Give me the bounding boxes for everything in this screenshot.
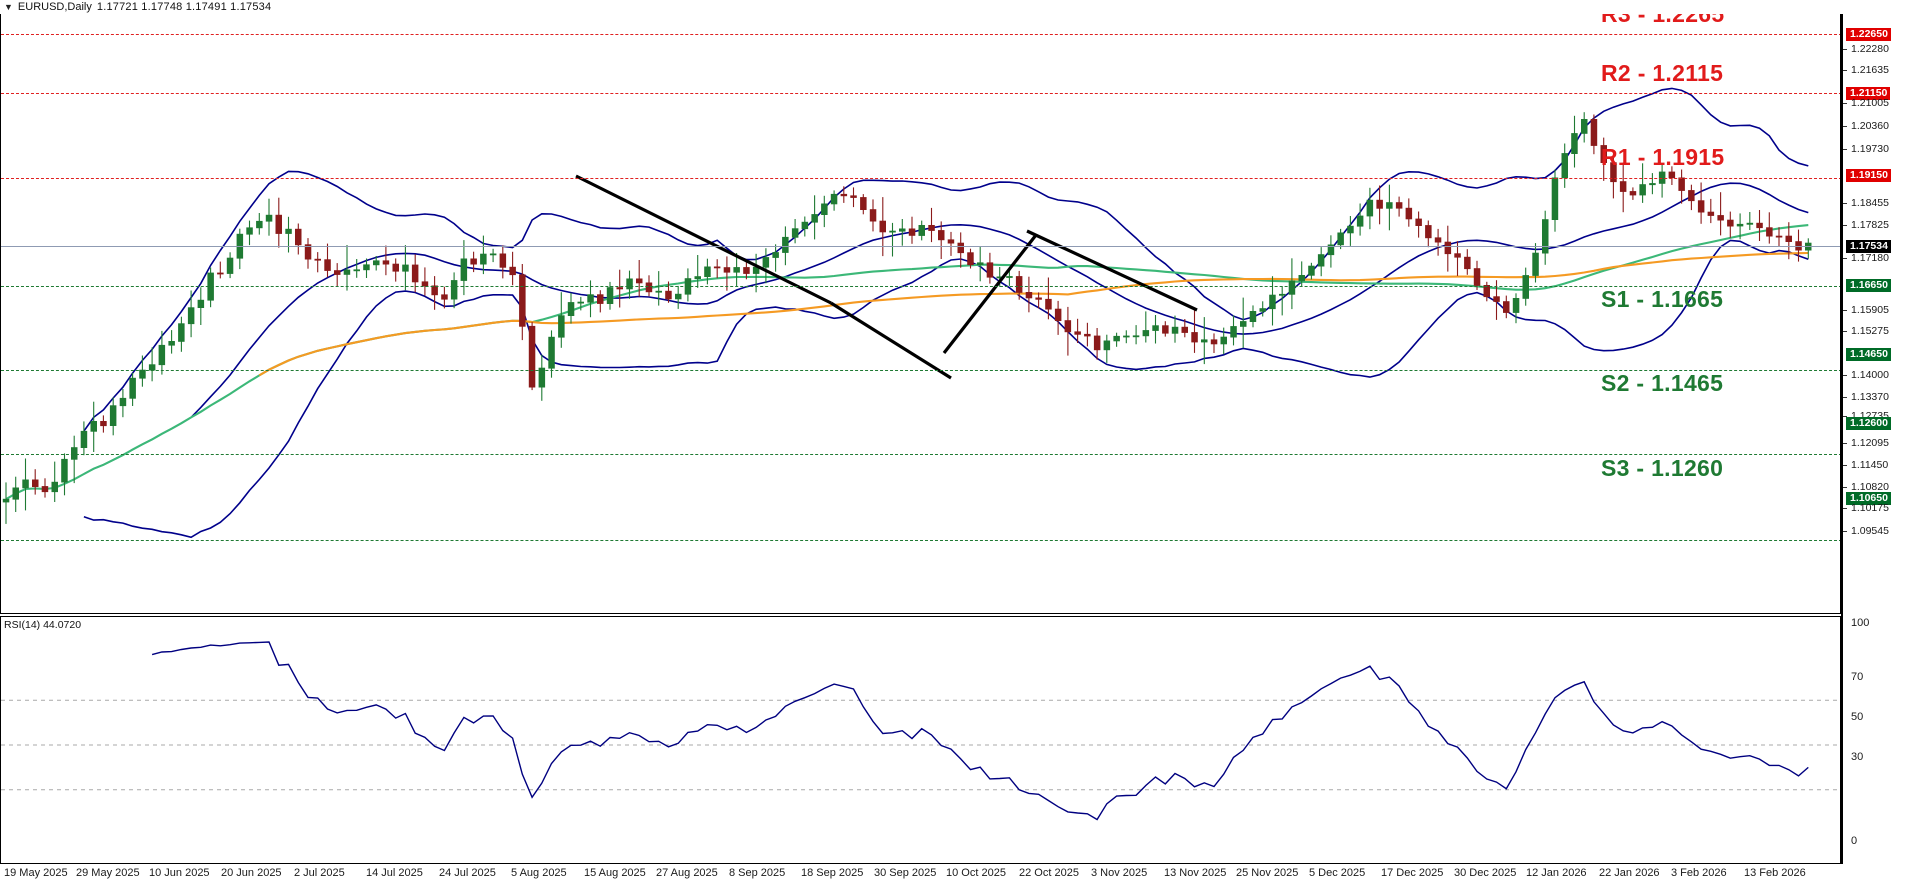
price-tick-1-18455: 1.18455 [1842,198,1889,209]
level-line-r3 [1,34,1840,35]
price-tick-1-17180: 1.17180 [1842,253,1889,264]
date-label: 18 Sep 2025 [801,867,864,879]
price-tick-1-10175: 1.10175 [1842,503,1889,514]
price-tick-1-22280: 1.22280 [1842,44,1889,55]
date-label: 24 Jul 2025 [439,867,496,879]
price-tick-1-20360: 1.20360 [1842,121,1889,132]
price-tick-1-12095: 1.12095 [1842,438,1889,449]
annotation-r2: R2 - 1.2115 [1601,60,1724,86]
date-label: 25 Nov 2025 [1236,867,1299,879]
rsi-chart-pane[interactable] [0,616,1841,864]
price-tick-1-22650: 1.22650 [1846,28,1891,41]
rsi-tick-70: 70 [1851,671,1864,683]
level-line-r2 [1,93,1840,94]
level-line-r1 [1,178,1840,179]
date-axis[interactable]: 19 May 2025 29 May 2025 10 Jun 2025 20 Jun … [0,864,1916,888]
date-label: 19 May 2025 [4,867,68,879]
date-label: 12 Jan 2026 [1526,867,1587,879]
symbol-name: EURUSD,Daily [17,1,92,13]
date-label: 5 Dec 2025 [1309,867,1366,879]
symbol-header: ▼ EURUSD,Daily 1.17721 1.17748 1.17491 1… [0,0,1916,14]
price-tick-1-12600: 1.12600 [1846,417,1891,430]
rsi-tick-50: 50 [1851,711,1864,723]
date-label: 22 Jan 2026 [1599,867,1660,879]
date-label: 13 Nov 2025 [1164,867,1227,879]
price-tick-1-14650: 1.14650 [1846,348,1891,361]
date-label: 30 Sep 2025 [874,867,937,879]
price-tick-1-14000: 1.14000 [1842,370,1889,381]
symbol-ohlc-values: 1.17721 1.17748 1.17491 1.17534 [96,1,272,13]
annotation-s3: S3 - 1.1260 [1601,455,1724,481]
date-label: 5 Aug 2025 [511,867,567,879]
date-label: 20 Jun 2025 [221,867,282,879]
price-scale[interactable]: 1.229101.226501.222801.216351.211501.210… [1841,2,1916,864]
price-tick-1-15905: 1.15905 [1842,305,1889,316]
price-tick-1-10650: 1.10650 [1846,492,1891,505]
date-label: 10 Jun 2025 [149,867,210,879]
date-label: 17 Dec 2025 [1381,867,1444,879]
price-tick-1-19730: 1.19730 [1842,144,1889,155]
rsi-tick-0: 0 [1851,835,1858,847]
level-line-extra [1,540,1840,541]
rsi-tick-100: 100 [1851,617,1870,629]
price-tick-1-11450: 1.11450 [1842,460,1888,471]
date-label: 14 Jul 2025 [366,867,423,879]
price-scale-divider [1842,2,1843,864]
price-tick-1-10820: 1.10820 [1842,482,1889,493]
price-tick-1-15275: 1.15275 [1842,326,1889,337]
date-label: 15 Aug 2025 [584,867,646,879]
price-tick-1-17534: 1.17534 [1846,240,1891,253]
date-label: 10 Oct 2025 [946,867,1006,879]
date-label: 27 Aug 2025 [656,867,718,879]
date-label: 2 Jul 2025 [294,867,345,879]
level-line-s1 [1,286,1840,287]
date-label: 30 Dec 2025 [1454,867,1517,879]
level-line-s2 [1,370,1840,371]
price-tick-1-21150: 1.21150 [1846,87,1891,100]
rsi-chart-canvas [1,641,1840,821]
price-tick-1-09545: 1.09545 [1842,526,1889,537]
current-price-line [1,246,1840,247]
price-tick-1-19150: 1.19150 [1846,169,1891,182]
date-label: 8 Sep 2025 [729,867,786,879]
date-label: 13 Feb 2026 [1744,867,1806,879]
date-label: 3 Nov 2025 [1091,867,1148,879]
price-chart-pane[interactable] [0,2,1841,614]
date-label: 22 Oct 2025 [1019,867,1079,879]
price-tick-1-17825: 1.17825 [1842,220,1889,231]
rsi-indicator-label: RSI(14) 44.0720 [4,619,85,631]
price-tick-1-21635: 1.21635 [1842,65,1889,76]
annotation-r1: R1 - 1.1915 [1601,144,1725,170]
chevron-down-icon[interactable]: ▼ [4,1,13,12]
price-tick-1-16650: 1.16650 [1846,279,1891,292]
price-tick-1-13370: 1.13370 [1842,392,1889,403]
price-tick-1-21005: 1.21005 [1842,98,1889,109]
level-line-s3 [1,454,1840,455]
date-label: 29 May 2025 [76,867,140,879]
annotation-s1: S1 - 1.1665 [1601,286,1724,312]
date-label: 3 Feb 2026 [1671,867,1727,879]
annotation-s2: S2 - 1.1465 [1601,370,1724,396]
rsi-tick-30: 30 [1851,751,1864,763]
price-chart-canvas [2,87,1812,539]
price-tick-1-12735: 1.12735 [1842,411,1889,422]
